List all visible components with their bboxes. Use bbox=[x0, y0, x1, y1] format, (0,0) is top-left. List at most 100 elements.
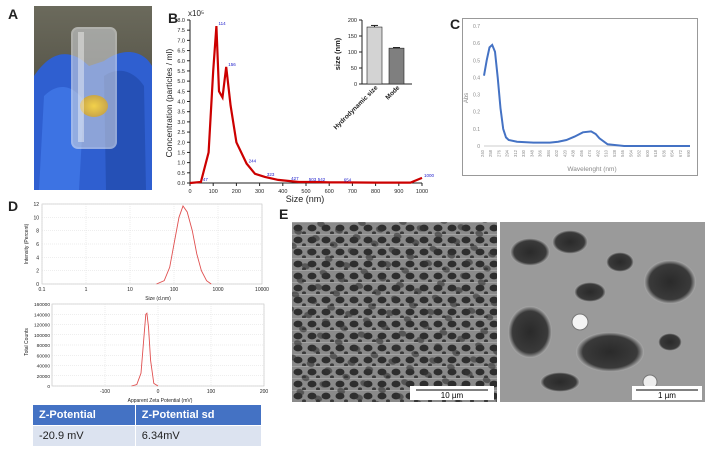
d1-x-tick-label: 1000 bbox=[212, 287, 223, 293]
uv-x-tick-label: 600 bbox=[645, 149, 650, 157]
dls-xlabel: Size (d.nm) bbox=[145, 296, 171, 302]
d2-x-tick-label: 200 bbox=[260, 389, 269, 395]
x-tick-label: 700 bbox=[348, 189, 357, 195]
zeta-chart: Total Counts Apparent Zeta Potential (mV… bbox=[24, 302, 269, 404]
y-tick-label: 7.0 bbox=[177, 38, 185, 44]
table-header-row: Z-Potential Z-Potential sd bbox=[32, 404, 263, 426]
panel-label-d: D bbox=[8, 198, 19, 214]
uv-y-tick-label: 0.1 bbox=[473, 127, 480, 133]
x-tick-label: 800 bbox=[371, 189, 380, 195]
peak-label: 156 bbox=[228, 62, 236, 67]
d1-x-tick-label: 100 bbox=[170, 287, 179, 293]
table-row: -20.9 mV 6.34mV bbox=[32, 425, 263, 447]
d1-y-tick-label: 10 bbox=[33, 215, 39, 221]
d1-x-tick-label: 10 bbox=[127, 287, 133, 293]
x-tick-label: 1000 bbox=[416, 189, 428, 195]
dls-size-chart: Intensity (Percent) Size (d.nm) 0 2 4 6 8 10 1… bbox=[24, 202, 269, 302]
d2-x-tick-label: -100 bbox=[100, 389, 110, 395]
panel-label-e: E bbox=[279, 206, 289, 222]
nta-size-curve bbox=[189, 26, 423, 185]
panel-label-a: A bbox=[8, 6, 19, 22]
uv-x-tick-label: 384 bbox=[546, 149, 551, 157]
y-tick-label: 3.5 bbox=[177, 110, 185, 116]
d1-y-tick-label: 2 bbox=[36, 269, 39, 275]
d1-x-tick-label: 10000 bbox=[255, 287, 269, 293]
d2-x-tick-label: 0 bbox=[157, 389, 160, 395]
uv-x-tick-label: 510 bbox=[604, 149, 609, 157]
x-tick-label: 100 bbox=[209, 189, 218, 195]
dls-size-curve bbox=[156, 205, 212, 285]
zeta-xlabel: Apparent Zeta Potential (mV) bbox=[128, 398, 193, 404]
y-tick-label: 2.0 bbox=[177, 140, 185, 146]
uv-x-tick-label: 438 bbox=[571, 149, 576, 157]
inset-y-tick-label: 0 bbox=[354, 82, 357, 88]
uv-x-tick-label: 330 bbox=[521, 149, 526, 157]
uv-x-tick-label: 240 bbox=[480, 149, 485, 157]
d2-x-tick-label: 100 bbox=[207, 389, 216, 395]
peak-label: 542 bbox=[318, 177, 326, 182]
inset-y-tick-label: 50 bbox=[351, 66, 357, 72]
zeta-ylabel: Total Counts bbox=[24, 328, 30, 356]
peak-label: 244 bbox=[249, 159, 257, 164]
uv-x-tick-label: 654 bbox=[670, 149, 675, 157]
d2-y-tick-label: 120000 bbox=[34, 323, 50, 329]
d2-y-tick-label: 140000 bbox=[34, 312, 50, 318]
y-tick-label: 4.5 bbox=[177, 89, 185, 95]
d2-y-tick-label: 160000 bbox=[34, 302, 50, 308]
peak-label: 1000 bbox=[424, 173, 435, 178]
inset-category-label: Mode bbox=[384, 84, 401, 101]
uv-x-tick-label: 366 bbox=[538, 149, 543, 157]
uv-x-tick-label: 348 bbox=[529, 149, 534, 157]
uv-x-tick-label: 420 bbox=[562, 149, 567, 157]
scale-bar-label: 1 µm bbox=[658, 391, 676, 400]
y-tick-label: 3.0 bbox=[177, 120, 185, 126]
nta-ylabel: Concentration (particles / ml) bbox=[164, 49, 174, 158]
uv-x-tick-label: 564 bbox=[628, 149, 633, 157]
x-tick-label: 200 bbox=[232, 189, 241, 195]
uv-x-tick-label: 276 bbox=[496, 149, 501, 157]
uv-x-tick-label: 618 bbox=[653, 149, 658, 157]
uv-x-tick-label: 294 bbox=[505, 149, 510, 157]
d1-y-tick-label: 6 bbox=[36, 242, 39, 248]
uv-y-tick-label: 0.3 bbox=[473, 93, 480, 99]
uv-vis-chart: Abs Wavelenght (nm) 0 0.1 0.2 0.3 0.4 0.5 0.6 0… bbox=[462, 18, 698, 176]
y-tick-label: 0.0 bbox=[177, 181, 185, 187]
d1-x-tick-label: 1 bbox=[85, 287, 88, 293]
d1-y-tick-label: 4 bbox=[36, 255, 39, 261]
y-tick-label: 2.5 bbox=[177, 130, 185, 136]
d1-y-tick-label: 8 bbox=[36, 229, 39, 235]
inset-category-label: Hydrodynamic size bbox=[333, 84, 380, 131]
uv-absorbance-curve bbox=[483, 43, 690, 147]
y-tick-label: 5.5 bbox=[177, 69, 185, 75]
panel-label-c: C bbox=[450, 16, 461, 32]
d1-y-tick-label: 0 bbox=[36, 282, 39, 288]
uv-ylabel: Abs bbox=[464, 93, 470, 103]
uv-y-tick-label: 0.4 bbox=[473, 75, 480, 81]
uv-vis-frame bbox=[462, 18, 698, 176]
x-tick-label: 400 bbox=[278, 189, 287, 195]
nta-chart: x10⁵ Concentration (particles / ml) Size… bbox=[164, 9, 435, 204]
d2-y-tick-label: 60000 bbox=[37, 353, 51, 359]
peak-label: 114 bbox=[218, 21, 226, 26]
y-tick-label: 8.0 bbox=[177, 18, 185, 24]
x-tick-label: 500 bbox=[301, 189, 310, 195]
uv-x-tick-label: 474 bbox=[587, 149, 592, 157]
d1-y-tick-label: 12 bbox=[33, 202, 39, 208]
y-tick-label: 0.5 bbox=[177, 171, 185, 177]
x-tick-label: 900 bbox=[394, 189, 403, 195]
nta-xlabel: Size (nm) bbox=[286, 194, 325, 204]
peak-label: 47 bbox=[203, 177, 209, 182]
d2-y-tick-label: 20000 bbox=[37, 374, 51, 380]
inset-y-tick-label: 200 bbox=[348, 18, 357, 24]
uv-x-tick-label: 492 bbox=[595, 149, 600, 157]
sem-image-low-mag: 10 µm bbox=[292, 222, 497, 402]
y-tick-label: 6.5 bbox=[177, 49, 185, 55]
dls-ylabel: Intensity (Percent) bbox=[24, 223, 30, 264]
uv-xlabel: Wavelenght (nm) bbox=[567, 166, 616, 173]
uv-x-tick-label: 258 bbox=[488, 149, 493, 157]
peak-label: 503 bbox=[309, 177, 317, 182]
uv-y-tick-label: 0.6 bbox=[473, 41, 480, 47]
x-tick-label: 0 bbox=[188, 189, 191, 195]
inset-y-tick-label: 100 bbox=[348, 50, 357, 56]
y-tick-label: 7.5 bbox=[177, 28, 185, 34]
